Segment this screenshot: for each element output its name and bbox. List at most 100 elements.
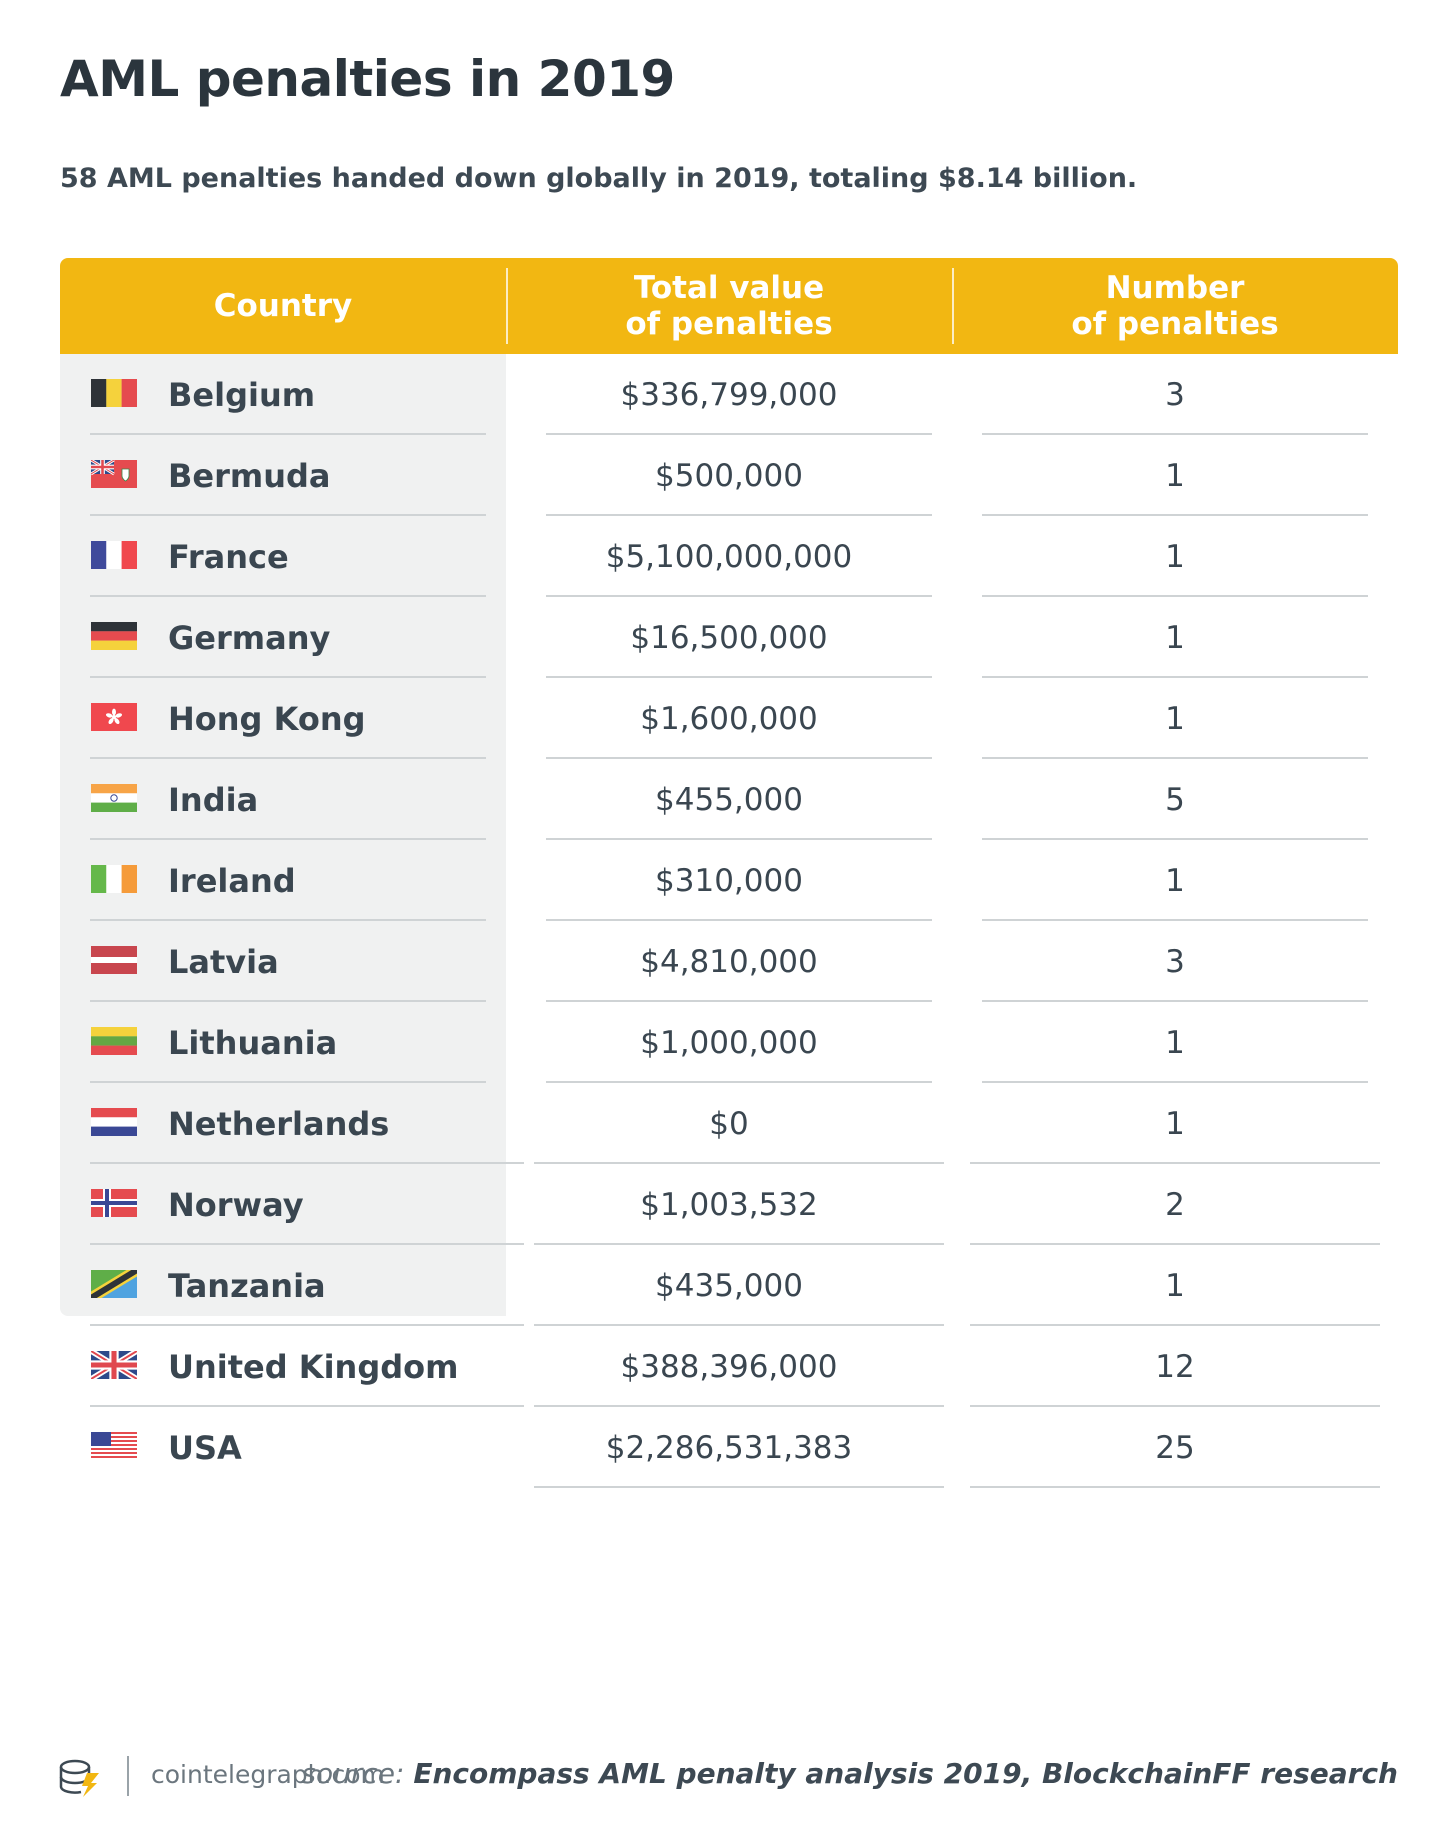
row-divider (90, 1405, 524, 1407)
penalty-value: $455,000 (655, 781, 803, 818)
row-divider (90, 676, 486, 678)
flag-uk-icon (91, 1350, 137, 1379)
row-divider (546, 1000, 932, 1002)
country-name: India (168, 780, 259, 819)
table-row: France $5,100,000,000 1 (60, 516, 1398, 597)
row-divider (546, 433, 932, 435)
page-subtitle: 58 AML penalties handed down globally in… (60, 163, 1138, 194)
country-name: Latvia (168, 942, 279, 981)
penalty-value: $1,000,000 (640, 1024, 818, 1061)
row-divider (982, 919, 1368, 921)
country-name: Netherlands (168, 1104, 390, 1143)
penalty-value: $1,003,532 (640, 1186, 818, 1223)
flag-belgium-icon (91, 378, 137, 407)
row-divider (982, 1000, 1368, 1002)
table-body: Belgium $336,799,000 3 Bermuda $500,000 1 Fra… (60, 354, 1398, 1488)
table-row: Germany $16,500,000 1 (60, 597, 1398, 678)
row-divider (982, 757, 1368, 759)
table-row: Belgium $336,799,000 3 (60, 354, 1398, 435)
row-divider (970, 1486, 1380, 1488)
table-header: Country Total value of penalties Number … (60, 258, 1398, 354)
penalty-value: $4,810,000 (640, 943, 818, 980)
header-number: Number of penalties (1071, 270, 1279, 342)
country-name: France (168, 537, 289, 576)
footer-separator (127, 1756, 129, 1796)
penalty-count: 1 (1165, 700, 1185, 737)
penalty-count: 1 (1165, 1267, 1185, 1304)
row-divider (534, 1162, 944, 1164)
row-divider (982, 1081, 1368, 1083)
table-row: Bermuda $500,000 1 (60, 435, 1398, 516)
row-divider (90, 514, 486, 516)
row-divider (546, 1081, 932, 1083)
penalty-count: 25 (1155, 1429, 1195, 1466)
table-row: United Kingdom $388,396,000 12 (60, 1326, 1398, 1407)
footer-source: source: Encompass AML penalty analysis 2… (301, 1757, 1398, 1790)
row-divider (546, 838, 932, 840)
flag-germany-icon (91, 621, 137, 650)
row-divider (970, 1162, 1380, 1164)
table-row: Lithuania $1,000,000 1 (60, 1002, 1398, 1083)
country-name: Bermuda (168, 456, 331, 495)
row-divider (982, 838, 1368, 840)
penalties-table: Country Total value of penalties Number … (60, 258, 1398, 1488)
footer-site-link[interactable]: cointelegraph.com (151, 1760, 385, 1789)
header-total-value: Total value of penalties (625, 270, 833, 342)
flag-norway-icon (91, 1188, 137, 1217)
penalty-value: $2,286,531,383 (605, 1429, 853, 1466)
table-row: Latvia $4,810,000 3 (60, 921, 1398, 1002)
row-divider (970, 1324, 1380, 1326)
penalty-count: 1 (1165, 538, 1185, 575)
row-divider (90, 433, 486, 435)
penalty-count: 1 (1165, 1024, 1185, 1061)
row-divider (534, 1243, 944, 1245)
country-name: Norway (168, 1185, 304, 1224)
table-row: USA $2,286,531,383 25 (60, 1407, 1398, 1488)
row-divider (982, 514, 1368, 516)
row-divider (90, 1162, 524, 1164)
row-divider (90, 757, 486, 759)
flag-latvia-icon (91, 945, 137, 974)
penalty-count: 1 (1165, 619, 1185, 656)
row-divider (546, 514, 932, 516)
row-divider (970, 1405, 1380, 1407)
penalty-value: $1,600,000 (640, 700, 818, 737)
row-divider (982, 433, 1368, 435)
row-divider (90, 1000, 486, 1002)
penalty-count: 1 (1165, 1105, 1185, 1142)
header-divider (506, 268, 508, 344)
penalty-value: $388,396,000 (620, 1348, 838, 1385)
penalty-count: 12 (1155, 1348, 1195, 1385)
penalty-count: 1 (1165, 862, 1185, 899)
flag-hong-kong-icon (91, 702, 137, 731)
row-divider (982, 595, 1368, 597)
row-divider (970, 1243, 1380, 1245)
page-title: AML penalties in 2019 (60, 50, 675, 108)
row-divider (90, 838, 486, 840)
row-divider (546, 919, 932, 921)
source-text: Encompass AML penalty analysis 2019, Blo… (413, 1757, 1398, 1790)
cointelegraph-logo-icon (59, 1759, 99, 1797)
source-label: source: (301, 1757, 405, 1790)
country-name: United Kingdom (168, 1347, 459, 1386)
flag-tanzania-icon (91, 1269, 137, 1298)
country-name: Germany (168, 618, 331, 657)
penalty-count: 5 (1165, 781, 1185, 818)
flag-usa-icon (91, 1431, 137, 1460)
row-divider (534, 1324, 944, 1326)
row-divider (90, 595, 486, 597)
row-divider (90, 1081, 486, 1083)
country-name: Lithuania (168, 1023, 338, 1062)
country-name: USA (168, 1428, 242, 1467)
flag-netherlands-icon (91, 1107, 137, 1136)
header-country: Country (213, 288, 353, 324)
penalty-value: $435,000 (655, 1267, 803, 1304)
penalty-value: $500,000 (655, 457, 803, 494)
country-name: Hong Kong (168, 699, 366, 738)
row-divider (546, 595, 932, 597)
flag-france-icon (91, 540, 137, 569)
table-row: Ireland $310,000 1 (60, 840, 1398, 921)
country-name: Belgium (168, 375, 316, 414)
penalty-value: $16,500,000 (630, 619, 828, 656)
penalty-value: $336,799,000 (620, 376, 838, 413)
